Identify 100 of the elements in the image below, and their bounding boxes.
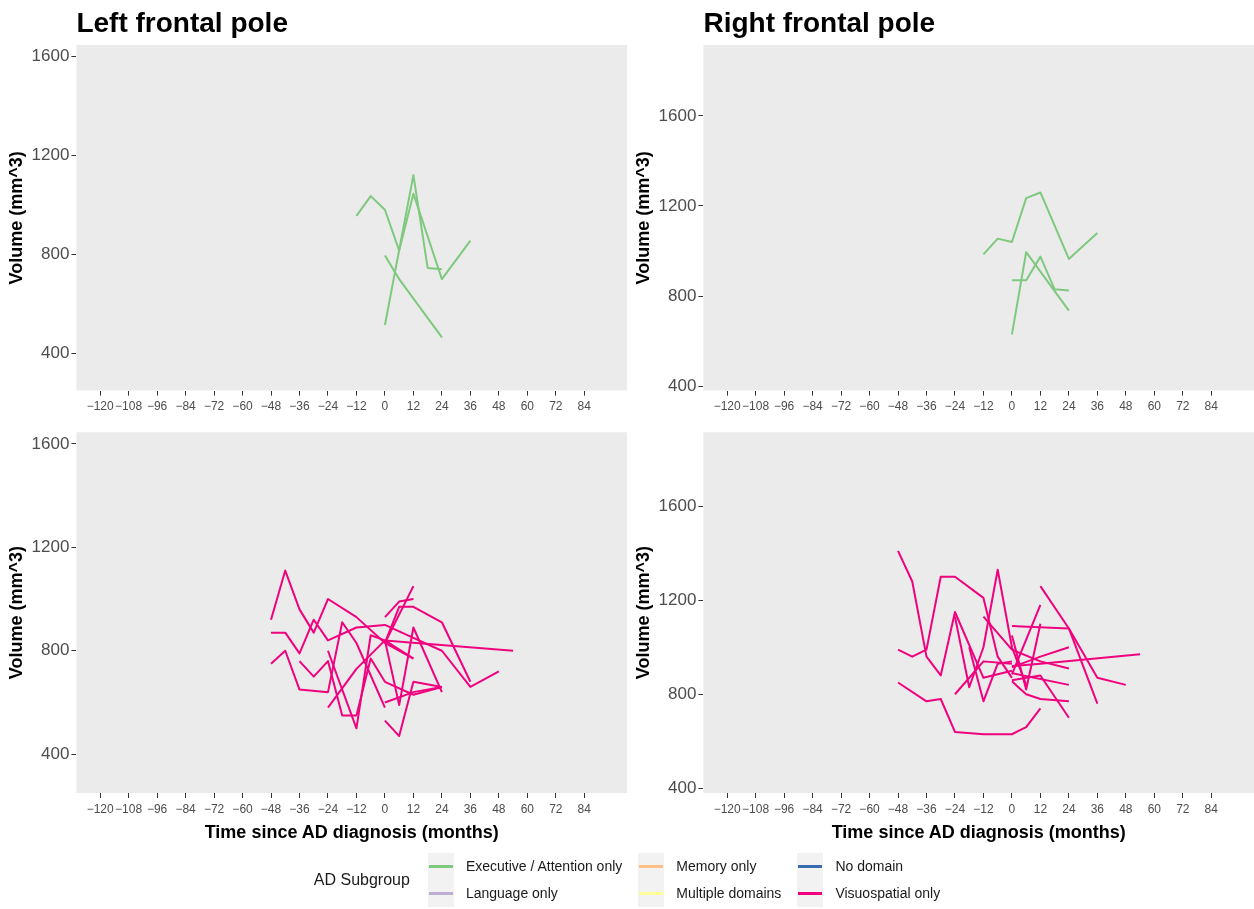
x-tick-label: −36: [289, 399, 310, 414]
y-tick-label: 1200: [31, 144, 70, 164]
x-tick-label: −108: [115, 399, 143, 414]
x-tick-label: 0: [381, 399, 389, 414]
x-tick-label: −60: [232, 399, 254, 414]
x-tick-label: −108: [742, 801, 770, 816]
x-tick-label: 36: [1090, 801, 1105, 816]
y-tick-label: 400: [668, 375, 697, 395]
x-axis-title: Time since AD diagnosis (months): [204, 822, 499, 843]
x-tick-label: 84: [1204, 399, 1219, 414]
chart-title: Right frontal pole: [703, 7, 936, 38]
legend-title: AD Subgroup: [313, 870, 410, 889]
y-tick-label: 1200: [658, 195, 697, 215]
x-tick-label: −24: [944, 399, 966, 414]
x-tick-label: 72: [549, 399, 563, 414]
legend-label: Language only: [465, 885, 558, 901]
x-tick-label: −60: [859, 399, 881, 414]
x-tick-label: −84: [802, 399, 824, 414]
x-tick-label: −72: [203, 399, 225, 414]
x-tick-label: −24: [944, 801, 966, 816]
x-tick-label: 72: [1176, 399, 1190, 414]
x-tick-label: 24: [435, 801, 449, 816]
x-tick-label: −72: [203, 801, 225, 816]
x-tick-label: 36: [463, 801, 478, 816]
x-tick-label: 12: [1033, 801, 1048, 816]
x-tick-label: 48: [492, 801, 506, 816]
legend-label: No domain: [835, 858, 904, 874]
x-tick-label: 60: [520, 801, 535, 816]
y-tick-label: 1600: [658, 105, 697, 125]
chart-title: Left frontal pole: [76, 7, 288, 38]
x-tick-label: −60: [232, 801, 254, 816]
x-tick-label: 24: [435, 399, 449, 414]
y-tick-label: 400: [41, 343, 70, 363]
y-tick-label: 400: [41, 743, 70, 763]
x-tick-label: −72: [830, 399, 852, 414]
x-tick-label: −36: [289, 801, 310, 816]
x-tick-label: −120: [713, 801, 741, 816]
x-tick-label: 72: [1176, 801, 1190, 816]
y-axis-title: Volume (mm^3): [5, 151, 26, 285]
x-tick-label: −12: [973, 399, 994, 414]
x-tick-label: −48: [260, 801, 282, 816]
y-tick-label: 400: [668, 777, 697, 797]
x-tick-label: −120: [86, 399, 114, 414]
x-tick-label: −108: [742, 399, 770, 414]
x-tick-label: 0: [1008, 801, 1016, 816]
x-tick-label: −96: [146, 399, 168, 414]
x-tick-label: 48: [1119, 399, 1133, 414]
legend-label: Executive / Attention only: [465, 858, 623, 874]
y-axis-title: Volume (mm^3): [632, 151, 653, 285]
x-tick-label: 12: [406, 801, 421, 816]
x-tick-label: −84: [175, 399, 197, 414]
x-tick-label: 24: [1062, 801, 1076, 816]
legend-label: Memory only: [676, 858, 757, 874]
x-tick-label: −120: [86, 801, 114, 816]
x-tick-label: 24: [1062, 399, 1076, 414]
x-tick-label: −24: [317, 801, 339, 816]
x-tick-label: −96: [146, 801, 168, 816]
x-tick-label: −24: [317, 399, 339, 414]
x-tick-label: 0: [1008, 399, 1016, 414]
x-tick-label: −12: [346, 399, 367, 414]
x-tick-label: 60: [1147, 801, 1162, 816]
x-tick-label: −84: [175, 801, 197, 816]
legend-label: Multiple domains: [676, 885, 782, 901]
y-tick-label: 1600: [31, 433, 70, 453]
y-axis-title: Volume (mm^3): [632, 546, 653, 680]
text: Visuospatial only: [835, 885, 941, 901]
y-tick-label: 1600: [658, 495, 697, 515]
x-tick-label: 84: [577, 399, 592, 414]
x-tick-label: −36: [916, 399, 937, 414]
y-tick-label: 800: [41, 244, 70, 264]
x-tick-label: −48: [887, 801, 909, 816]
x-tick-label: 36: [463, 399, 478, 414]
y-tick-label: 1200: [658, 589, 697, 609]
y-tick-label: 1200: [31, 536, 70, 556]
x-tick-label: 72: [549, 801, 563, 816]
x-tick-label: 48: [492, 399, 506, 414]
y-axis-title: Volume (mm^3): [5, 546, 26, 680]
x-tick-label: −60: [859, 801, 881, 816]
x-tick-label: 36: [1090, 399, 1105, 414]
x-tick-label: −96: [773, 801, 795, 816]
x-tick-label: 12: [406, 399, 421, 414]
y-tick-label: 800: [41, 640, 70, 660]
x-tick-label: −36: [916, 801, 937, 816]
x-tick-label: −48: [887, 399, 909, 414]
x-tick-label: −48: [260, 399, 282, 414]
x-tick-label: −12: [346, 801, 367, 816]
x-axis-title: Time since AD diagnosis (months): [831, 822, 1126, 843]
x-tick-label: 60: [1147, 399, 1162, 414]
x-tick-label: −84: [802, 801, 824, 816]
x-tick-label: 84: [577, 801, 592, 816]
x-tick-label: −96: [773, 399, 795, 414]
x-tick-label: −108: [115, 801, 143, 816]
y-tick-label: 800: [668, 683, 697, 703]
y-tick-label: 800: [668, 285, 697, 305]
x-tick-label: −120: [713, 399, 741, 414]
x-tick-label: 60: [520, 399, 535, 414]
x-tick-label: 12: [1033, 399, 1048, 414]
x-tick-label: 84: [1204, 801, 1219, 816]
x-tick-label: 0: [381, 801, 389, 816]
x-tick-label: −12: [973, 801, 994, 816]
